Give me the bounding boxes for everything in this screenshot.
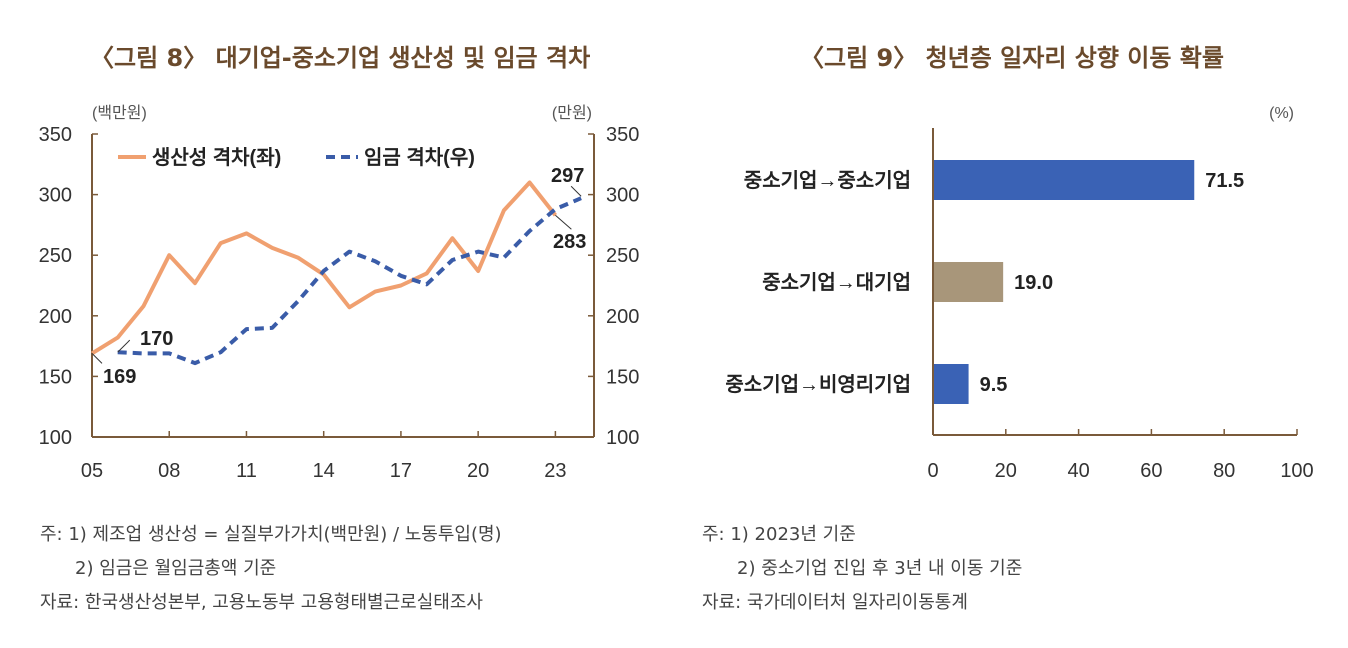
- wage-gap-line: [117, 196, 582, 366]
- x-tick-label: 14: [313, 460, 335, 482]
- x-tick-label: 08: [158, 460, 180, 482]
- bar-3: [934, 364, 969, 404]
- note-left-2: 2) 임금은 월임금총액 기준: [75, 558, 277, 579]
- x-tick-label: 17: [390, 460, 412, 482]
- right-y-tick-label: 150: [606, 366, 639, 388]
- bar-2: [934, 262, 1004, 302]
- right-axis-unit: (만원): [552, 104, 592, 122]
- legend-wage-label: 임금 격차(우): [364, 146, 475, 169]
- annotation-169: 169: [103, 366, 136, 388]
- note-left-1: 주: 1) 제조업 생산성 = 실질부가가치(백만원) / 노동투입(명): [40, 524, 502, 545]
- bar-1: [934, 160, 1195, 200]
- right-y-tick-label: 350: [606, 124, 639, 146]
- annotation-297: 297: [551, 165, 584, 187]
- annotation-170: 170: [140, 328, 173, 350]
- bar-x-tick-label: 60: [1140, 460, 1162, 482]
- bar-x-tick-label: 100: [1280, 460, 1313, 482]
- bar-x-tick-label: 40: [1067, 460, 1089, 482]
- bar-unit: (%): [1269, 105, 1294, 122]
- left-axis-unit: (백만원): [92, 104, 147, 122]
- left-y-tick-label: 150: [39, 366, 72, 388]
- figure-9-title: 〈그림 9〉 청년층 일자리 상향 이동 확률: [800, 44, 1224, 72]
- source-left: 자료: 한국생산성본부, 고용노동부 고용형태별근로실태조사: [40, 592, 483, 613]
- right-y-tick-label: 250: [606, 245, 639, 267]
- annotation-169-leader: [91, 353, 103, 364]
- annotation-297-leader: [570, 185, 582, 197]
- left-y-tick-label: 200: [39, 306, 72, 328]
- bar-x-tick-label: 0: [927, 460, 938, 482]
- annotation-283-leader: [555, 214, 572, 230]
- annotation-283: 283: [553, 231, 586, 253]
- productivity-gap-line: [90, 180, 557, 356]
- right-y-tick-label: 200: [606, 306, 639, 328]
- bar-value-label: 19.0: [1014, 272, 1053, 294]
- bar-x-tick-label: 80: [1213, 460, 1235, 482]
- right-y-tick-label: 300: [606, 185, 639, 207]
- note-right-2: 2) 중소기업 진입 후 3년 내 이동 기준: [737, 558, 1023, 579]
- x-tick-label: 23: [544, 460, 566, 482]
- left-y-tick-label: 250: [39, 245, 72, 267]
- bar-category-label: 중소기업→대기업: [762, 271, 911, 294]
- figure-8-title: 〈그림 8〉 대기업-중소기업 생산성 및 임금 격차: [90, 44, 591, 72]
- bar-category-label: 중소기업→비영리기업: [725, 373, 911, 396]
- note-right-1: 주: 1) 2023년 기준: [702, 524, 856, 545]
- bar-value-label: 9.5: [980, 374, 1008, 396]
- x-tick-label: 11: [236, 460, 257, 482]
- bar-x-tick-label: 20: [995, 460, 1017, 482]
- right-y-tick-label: 100: [606, 427, 639, 449]
- left-y-tick-label: 100: [39, 427, 72, 449]
- x-tick-label: 20: [467, 460, 489, 482]
- source-right: 자료: 국가데이터처 일자리이동통계: [702, 592, 968, 613]
- left-y-tick-label: 300: [39, 185, 72, 207]
- bar-value-label: 71.5: [1205, 170, 1244, 192]
- annotation-170-leader: [117, 339, 131, 353]
- left-y-tick-label: 350: [39, 124, 72, 146]
- bar-category-label: 중소기업→중소기업: [744, 169, 911, 192]
- legend-productivity-label: 생산성 격차(좌): [152, 146, 281, 169]
- x-tick-label: 05: [81, 460, 103, 482]
